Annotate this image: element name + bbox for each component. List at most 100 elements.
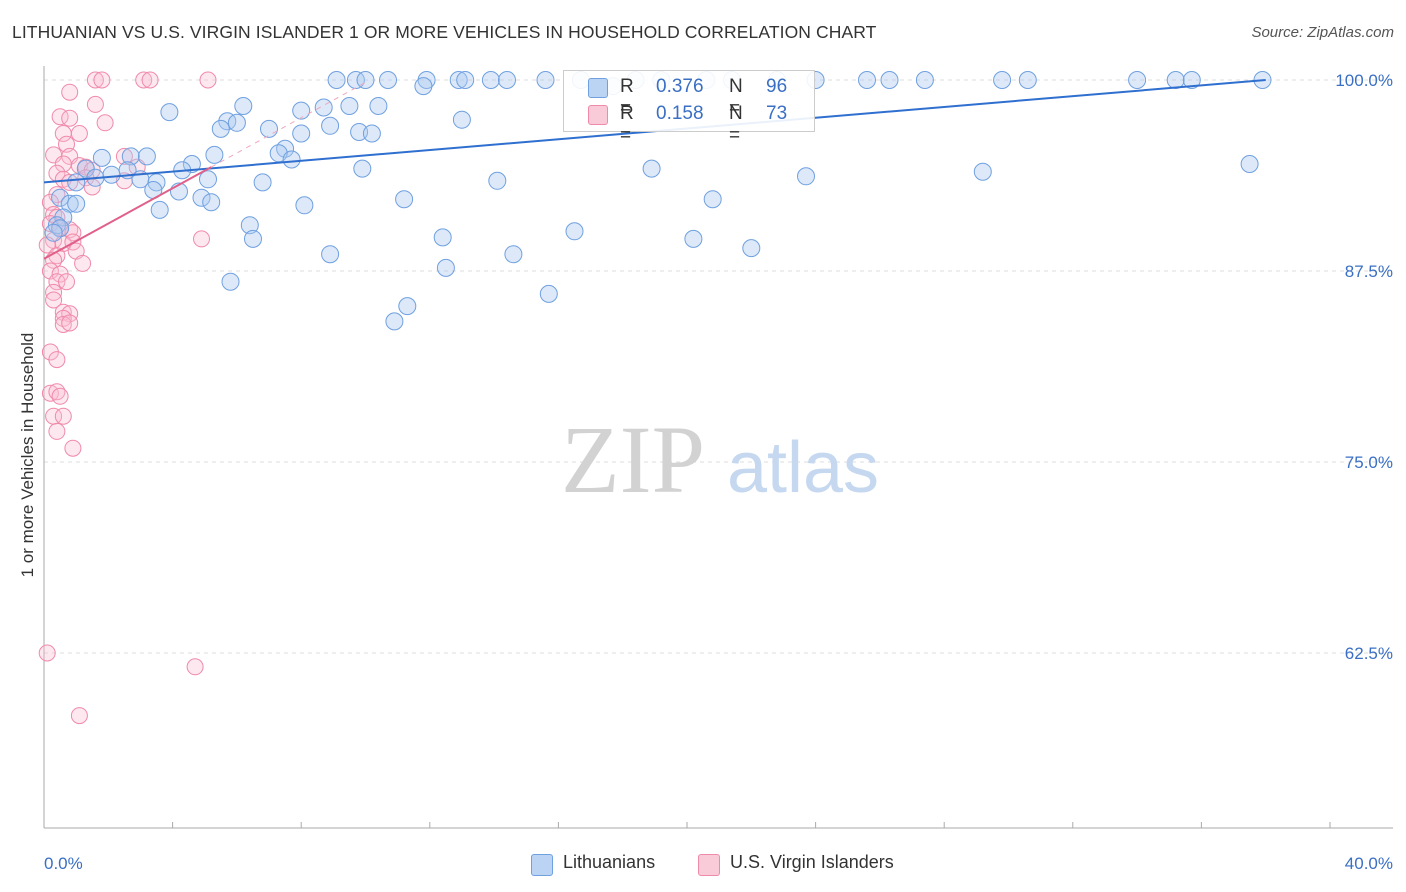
y-tick-label: 62.5% [1345,644,1393,663]
point-virgin-islander [45,291,63,309]
point-lithuanian [199,170,217,189]
point-lithuanian [150,200,169,219]
point-lithuanian [356,71,375,89]
point-lithuanian [456,71,475,89]
point-lithuanian [362,124,381,143]
point-virgin-islander [54,303,72,321]
point-lithuanian [67,173,86,192]
source-credit: Source: ZipAtlas.com [1251,24,1394,41]
point-lithuanian [227,113,246,132]
point-virgin-islander [48,351,66,369]
y-tick-label: 75.0% [1345,453,1393,472]
legend-r-label: R = [620,103,634,146]
point-virgin-islander [61,109,79,127]
point-lithuanian [44,223,63,242]
legend-n-label: N = [729,76,743,119]
point-lithuanian [346,71,365,89]
legend-swatch-blue [531,854,553,876]
point-virgin-islander [61,173,79,191]
chart-title: LITHUANIAN VS U.S. VIRGIN ISLANDER 1 OR … [12,22,877,42]
point-lithuanian [102,165,121,184]
point-lithuanian [51,188,70,207]
point-lithuanian [253,173,272,192]
point-lithuanian [211,119,230,138]
point-lithuanian [321,116,340,135]
point-virgin-islander [186,658,204,676]
point-lithuanian [321,245,340,264]
point-lithuanian [276,139,295,158]
point-virgin-islander [54,407,72,425]
point-lithuanian [292,101,311,120]
point-virgin-islander [74,254,92,272]
point-lithuanian [565,222,584,241]
point-lithuanian [385,312,404,331]
legend-r-label: R = [620,76,634,119]
point-lithuanian [192,188,211,207]
trend-line-virgin-islanders [43,166,212,260]
point-lithuanian [481,71,500,89]
point-virgin-islander [96,114,114,132]
point-lithuanian [327,71,346,89]
point-virgin-islander [64,439,82,457]
point-lithuanian [160,103,179,122]
point-virgin-islander [135,71,153,89]
point-virgin-islander [86,95,104,113]
point-lithuanian [449,71,468,89]
point-lithuanian [858,71,876,89]
point-lithuanian [436,258,455,277]
point-lithuanian [1182,71,1201,89]
point-virgin-islander [51,387,69,405]
point-virgin-islander [41,384,59,402]
point-lithuanian [282,150,301,169]
point-lithuanian [1240,155,1259,173]
point-lithuanian [1018,71,1037,89]
legend-swatch-pink [588,105,608,125]
point-virgin-islander [48,383,66,401]
point-lithuanian [915,71,934,89]
point-lithuanian [684,229,703,248]
point-lithuanian [369,97,388,115]
x-tick-label-max: 40.0% [1345,854,1393,873]
point-virgin-islander [48,422,66,440]
point-virgin-islander [38,644,56,662]
point-lithuanian [398,297,417,316]
point-lithuanian [54,208,73,227]
legend-r-value: 0.158 [656,103,704,124]
watermark-zip: ZIP [561,406,705,513]
point-lithuanian [240,216,259,235]
point-lithuanian [76,159,95,178]
point-virgin-islander [86,71,104,89]
legend-swatch-pink [698,854,720,876]
point-lithuanian [244,229,262,248]
y-tick-label: 100.0% [1335,71,1393,90]
point-lithuanian [51,219,70,238]
tick-labels: 62.5% 75.0% 87.5% 100.0% 0.0% 40.0% [44,71,1393,873]
y-tick-label: 87.5% [1345,262,1393,281]
point-lithuanian [202,193,221,212]
legend-n-label: N = [729,103,743,146]
watermark-atlas: atlas [727,428,879,508]
legend-label: U.S. Virgin Islanders [730,852,894,872]
point-virgin-islander [93,71,111,89]
legend-swatch-blue [588,78,608,98]
point-virgin-islander [70,707,88,725]
point-lithuanian [395,190,414,209]
x-tick-label-min: 0.0% [44,854,83,873]
point-lithuanian [379,71,397,89]
point-lithuanian [92,148,111,167]
point-lithuanian [67,194,86,213]
point-virgin-islander [48,209,66,226]
point-lithuanian [234,97,253,115]
legend-label: Lithuanians [563,852,656,872]
legend-n-value: 96 [766,76,788,97]
point-lithuanian [703,190,722,209]
point-virgin-islander [58,273,75,291]
point-virgin-islander [70,125,88,142]
point-lithuanian [221,272,240,291]
point-lithuanian [973,162,992,181]
point-lithuanian [414,77,433,96]
point-lithuanian [642,159,661,178]
axes [43,66,1393,829]
point-lithuanian [292,124,311,143]
point-lithuanian [433,228,452,247]
